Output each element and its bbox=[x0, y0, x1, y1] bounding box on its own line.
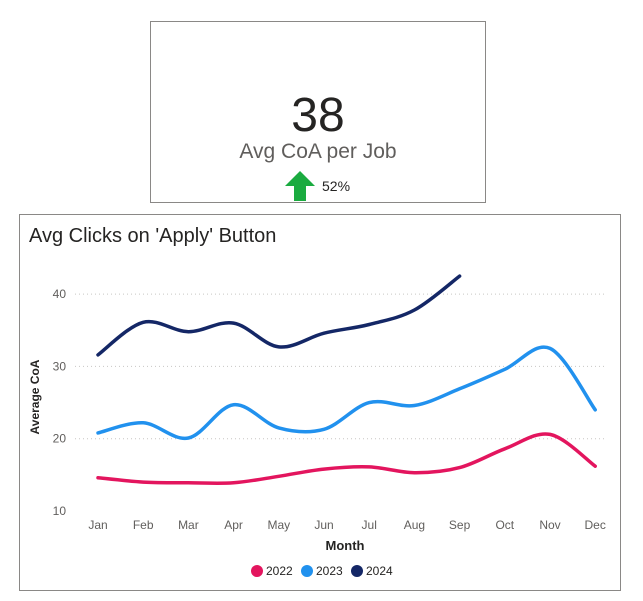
arrow-up-icon bbox=[284, 170, 316, 202]
y-tick-label: 30 bbox=[53, 359, 67, 373]
x-tick-label: Oct bbox=[495, 518, 514, 532]
kpi-trend-percent: 52% bbox=[322, 178, 351, 194]
series-line-2022 bbox=[96, 432, 597, 486]
legend-label-2024: 2024 bbox=[366, 564, 393, 578]
x-tick-label: Apr bbox=[224, 518, 243, 532]
chart-title: Avg Clicks on 'Apply' Button bbox=[29, 225, 277, 247]
y-tick-label: 20 bbox=[53, 432, 67, 446]
x-tick-label: Sep bbox=[449, 518, 471, 532]
legend-marker-2024 bbox=[351, 565, 363, 577]
y-axis-label: Average CoA bbox=[28, 359, 42, 434]
x-tick-label: Aug bbox=[404, 518, 425, 532]
x-tick-label: Dec bbox=[585, 518, 606, 532]
kpi-value: 38 bbox=[291, 89, 345, 142]
series-line-2024 bbox=[96, 274, 462, 357]
x-axis-label: Month bbox=[326, 538, 365, 553]
x-tick-label: Jan bbox=[88, 518, 107, 532]
legend-label-2022: 2022 bbox=[266, 564, 293, 578]
kpi-label: Avg CoA per Job bbox=[239, 140, 397, 163]
legend-label-2023: 2023 bbox=[316, 564, 343, 578]
y-tick-label: 40 bbox=[53, 287, 67, 301]
kpi-trend: 52% bbox=[284, 170, 350, 202]
legend-marker-2023 bbox=[301, 565, 313, 577]
line-chart: 10 20 30 40 Jan Feb Mar Apr May Jun Jul Aug Sep Oct No… bbox=[28, 274, 606, 578]
kpi-card: 38 Avg CoA per Job 52% bbox=[150, 21, 486, 203]
x-tick-label: May bbox=[267, 518, 290, 532]
line-chart-card: Avg Clicks on 'Apply' Button 10 20 30 40 Jan… bbox=[19, 214, 621, 591]
x-tick-label: Jun bbox=[314, 518, 333, 532]
x-tick-label: Feb bbox=[133, 518, 154, 532]
x-tick-label: Nov bbox=[539, 518, 560, 532]
y-tick-label: 10 bbox=[53, 504, 67, 518]
x-tick-label: Mar bbox=[178, 518, 199, 532]
legend-marker-2022 bbox=[251, 565, 263, 577]
x-tick-label: Jul bbox=[362, 518, 377, 532]
series-line-2023 bbox=[96, 345, 597, 440]
